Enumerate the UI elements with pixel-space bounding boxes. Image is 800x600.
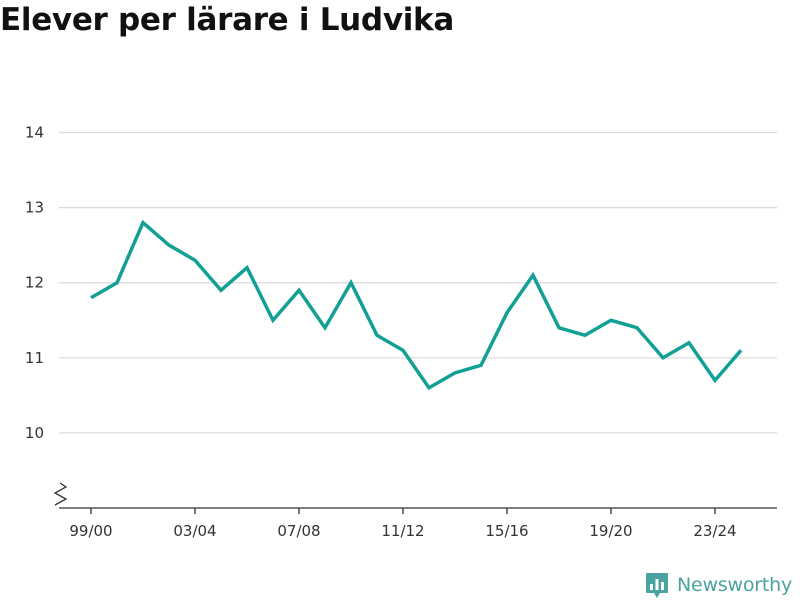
data-point [245, 266, 249, 270]
data-point [583, 333, 587, 337]
data-point [661, 356, 665, 360]
data-point [687, 341, 691, 345]
x-tick-label: 03/04 [173, 522, 216, 540]
brand-name: Newsworthy [677, 574, 793, 596]
x-tick-label: 23/24 [693, 522, 736, 540]
data-point [375, 333, 379, 337]
bar-chart-pin-icon [646, 572, 668, 598]
y-tick-label: 11 [25, 349, 44, 367]
data-point [401, 348, 405, 352]
x-tick-label: 11/12 [381, 522, 424, 540]
data-point [323, 326, 327, 330]
data-point [427, 386, 431, 390]
data-point [115, 281, 119, 285]
brand-logo[interactable]: Newsworthy [645, 570, 792, 600]
data-point [167, 243, 171, 247]
y-tick-label: 13 [25, 199, 44, 217]
data-point [609, 318, 613, 322]
series-group [89, 219, 743, 391]
data-point [713, 378, 717, 382]
data-point [141, 221, 145, 225]
y-tick-label: 14 [25, 124, 44, 142]
x-tick-label: 99/00 [69, 522, 112, 540]
y-axis-ticks: 10 11 12 13 14 [25, 124, 44, 442]
x-axis-ticks: 99/00 03/04 07/08 11/12 15/16 19/20 23/24 [69, 508, 737, 540]
chart-title: Elever per lärare i Ludvika [0, 2, 454, 38]
series-line [90, 219, 743, 391]
x-tick-label: 19/20 [589, 522, 632, 540]
data-point [505, 311, 509, 315]
data-point [739, 348, 743, 352]
data-point [297, 288, 301, 292]
data-point [89, 296, 93, 300]
data-point [479, 363, 483, 367]
data-point [271, 318, 275, 322]
y-tick-label: 12 [25, 274, 44, 292]
data-point [453, 371, 457, 375]
data-point [531, 273, 535, 277]
data-point [557, 326, 561, 330]
y-axis-break-icon [53, 482, 68, 506]
y-tick-label: 10 [25, 424, 44, 442]
gridlines [59, 131, 777, 434]
x-tick-label: 15/16 [485, 522, 528, 540]
x-tick-label: 07/08 [277, 522, 320, 540]
data-point [349, 281, 353, 285]
axes [53, 482, 777, 509]
data-point [193, 258, 197, 262]
data-point [635, 326, 639, 330]
data-point [219, 288, 223, 292]
